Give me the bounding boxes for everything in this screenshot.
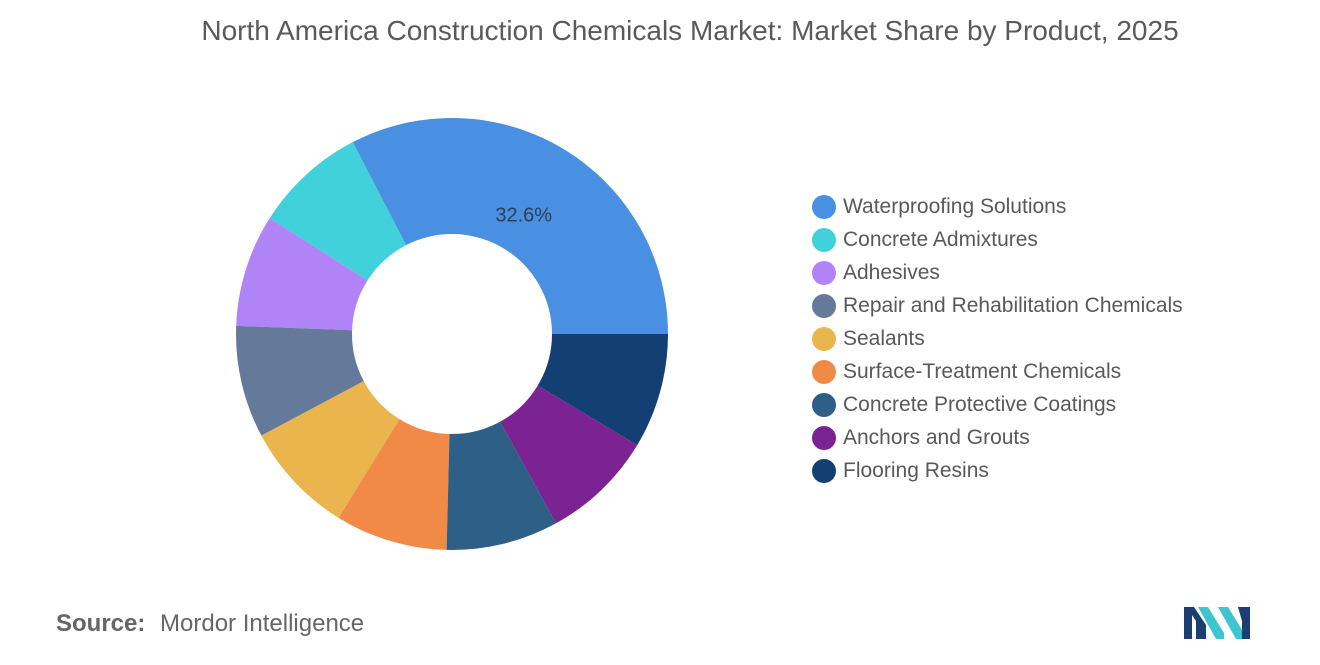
- chart-legend: Waterproofing Solutions Concrete Admixtur…: [812, 190, 1183, 487]
- mordor-intelligence-logo-icon: [1184, 607, 1250, 639]
- legend-swatch: [812, 260, 836, 285]
- donut-data-labels: 32.6%: [495, 204, 552, 226]
- legend-label: Repair and Rehabilitation Chemicals: [843, 293, 1183, 317]
- slice-repair-and-rehabilitation-chemicals: [236, 325, 364, 436]
- legend-label: Concrete Admixtures: [843, 227, 1038, 251]
- legend-swatch: [812, 326, 836, 351]
- legend-label: Adhesives: [843, 260, 940, 284]
- legend-item-repair-and-rehabilitation-chemicals: Repair and Rehabilitation Chemicals: [812, 289, 1183, 322]
- legend-swatch: [812, 458, 836, 483]
- legend-item-flooring-resins: Flooring Resins: [812, 454, 1183, 487]
- legend-swatch: [812, 392, 836, 417]
- slice-flooring-resins: [537, 334, 668, 446]
- slice-anchors-and-grouts: [500, 385, 638, 524]
- legend-swatch: [812, 293, 836, 318]
- legend-swatch: [812, 194, 836, 219]
- legend-label: Sealants: [843, 326, 925, 350]
- slice-sealants: [261, 381, 400, 518]
- legend-label: Surface-Treatment Chemicals: [843, 359, 1122, 383]
- source-label: Source:: [56, 610, 146, 637]
- legend-item-concrete-admixtures: Concrete Admixtures: [812, 223, 1183, 256]
- legend-item-waterproofing-solutions: Waterproofing Solutions: [812, 190, 1183, 223]
- slice-concrete-protective-coatings: [446, 421, 557, 550]
- slice-concrete-admixtures: [269, 142, 407, 281]
- legend-swatch: [812, 359, 836, 384]
- slice-surface-treatment-chemicals: [338, 419, 450, 550]
- legend-item-concrete-protective-coatings: Concrete Protective Coatings: [812, 388, 1183, 421]
- legend-label: Waterproofing Solutions: [843, 194, 1067, 218]
- legend-item-surface-treatment-chemicals: Surface-Treatment Chemicals: [812, 355, 1183, 388]
- legend-item-adhesives: Adhesives: [812, 256, 1183, 289]
- chart-title: North America Construction Chemicals Mar…: [201, 15, 1179, 46]
- legend-item-anchors-and-grouts: Anchors and Grouts: [812, 421, 1183, 454]
- legend-swatch: [812, 425, 836, 450]
- legend-item-sealants: Sealants: [812, 322, 1183, 355]
- legend-label: Concrete Protective Coatings: [843, 392, 1117, 416]
- slice-waterproofing-solutions: [352, 117, 668, 334]
- source-note: Source: Mordor Intelligence: [56, 610, 364, 638]
- legend-swatch: [812, 227, 836, 252]
- legend-label: Anchors and Grouts: [843, 425, 1030, 449]
- legend-label: Flooring Resins: [843, 458, 989, 482]
- slice-adhesives: [236, 218, 368, 331]
- source-text: Mordor Intelligence: [160, 610, 365, 637]
- donut-slices: [236, 117, 668, 550]
- data-label-waterproofing-solutions: 32.6%: [495, 204, 552, 226]
